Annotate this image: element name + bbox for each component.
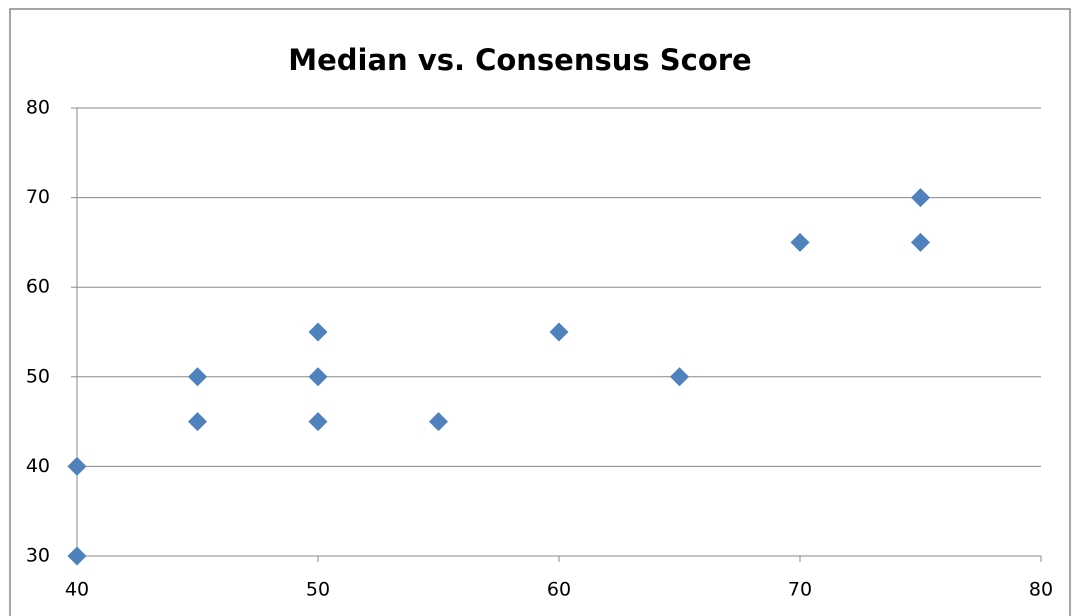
- point: [67, 456, 87, 476]
- point: [790, 232, 810, 252]
- y-tick-label: 50: [26, 365, 50, 387]
- point: [67, 546, 87, 566]
- chart-border: [9, 8, 1071, 616]
- x-tick-label: 40: [65, 579, 89, 601]
- x-tick-label: 60: [547, 579, 571, 601]
- y-tick-label: 60: [26, 276, 50, 298]
- point: [911, 232, 930, 252]
- point: [308, 322, 328, 342]
- y-tick-label: 30: [26, 545, 50, 567]
- y-tick-label: 80: [26, 97, 50, 119]
- chart-title: Median vs. Consensus Score: [288, 43, 751, 77]
- x-tick-label: 80: [1029, 579, 1053, 601]
- point: [911, 188, 930, 208]
- x-tick-label: 70: [788, 579, 812, 601]
- point: [549, 322, 569, 342]
- point: [308, 412, 328, 432]
- point: [308, 367, 328, 387]
- x-tick-label: 50: [306, 579, 330, 601]
- point: [188, 367, 207, 387]
- y-tick-label: 70: [26, 186, 50, 208]
- y-tick-label: 40: [26, 455, 50, 477]
- point: [670, 367, 689, 387]
- point: [188, 412, 207, 432]
- point: [429, 412, 448, 432]
